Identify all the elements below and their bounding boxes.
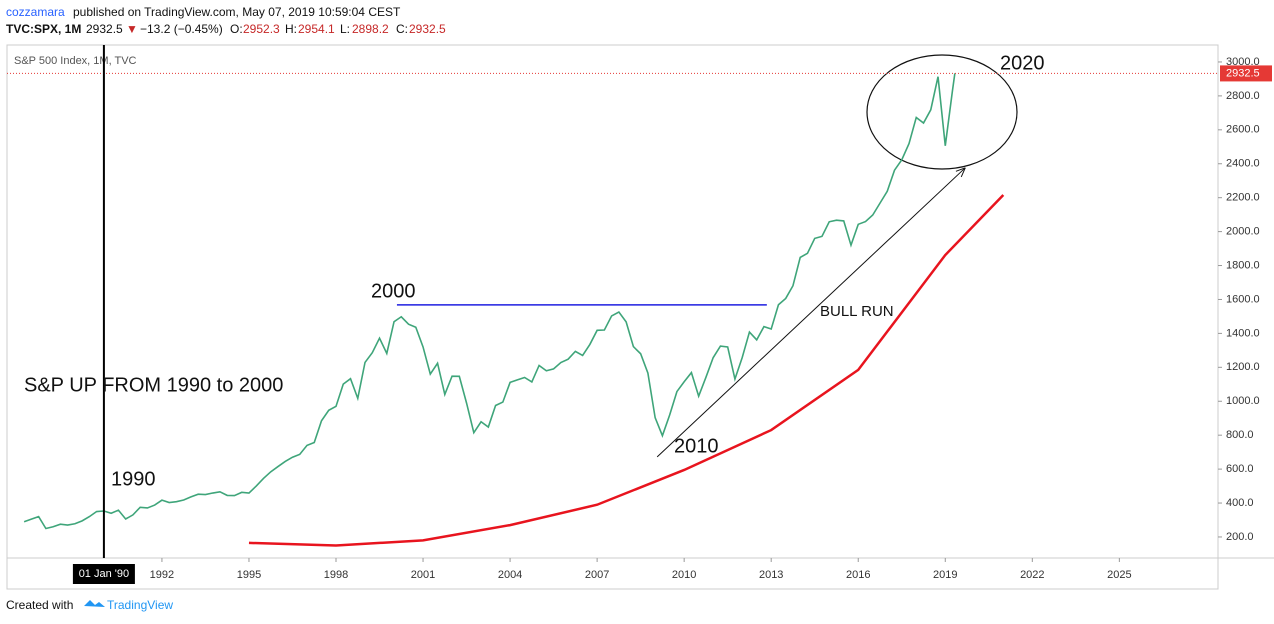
l: 2898.2 — [352, 22, 389, 36]
x-tick-label: 2004 — [498, 569, 522, 581]
footer-brand[interactable]: TradingView — [107, 598, 173, 612]
x-tick-label: 2016 — [846, 569, 870, 581]
highlight-ellipse — [866, 54, 1018, 170]
x-tick-label: 1995 — [237, 569, 261, 581]
annotation: 2020 — [1000, 52, 1045, 74]
l-label: L: — [340, 22, 350, 36]
symbol: TVC:SPX, 1M — [6, 22, 81, 36]
y-tick-label: 1800.0 — [1226, 259, 1260, 271]
legend: S&P 500 Index, 1M, TVC — [14, 55, 137, 67]
x-tick-label: 2013 — [759, 569, 783, 581]
y-tick-label: 2800.0 — [1226, 90, 1260, 102]
y-tick-label: 3000.0 — [1226, 56, 1260, 68]
y-tick-label: 1400.0 — [1226, 327, 1260, 339]
x-tick-label: 2007 — [585, 569, 609, 581]
crosshair-label-box — [72, 564, 135, 584]
x-tick-label: 2010 — [672, 569, 696, 581]
annotation: S&P UP FROM 1990 to 2000 — [24, 374, 283, 396]
x-tick-label: 2025 — [1107, 569, 1131, 581]
footer-created: Created with — [6, 598, 73, 612]
annotation: 2010 — [674, 435, 719, 457]
x-tick-label: 2019 — [933, 569, 957, 581]
annotation: 1990 — [111, 468, 156, 490]
y-tick-label: 600.0 — [1226, 463, 1254, 475]
y-tick-label: 2200.0 — [1226, 192, 1260, 204]
arrow: ▼ — [126, 22, 138, 36]
x-tick-label: 1998 — [324, 569, 348, 581]
annotation: BULL RUN — [820, 303, 894, 320]
x-tick-label: 2022 — [1020, 569, 1044, 581]
y-tick-label: 800.0 — [1226, 429, 1254, 441]
h: 2954.1 — [298, 22, 335, 36]
y-tick-label: 2600.0 — [1226, 124, 1260, 136]
y-tick-label: 1600.0 — [1226, 293, 1260, 305]
series-line — [248, 194, 1005, 547]
y-tick-label: 2400.0 — [1226, 158, 1260, 170]
author[interactable]: cozzamara — [6, 5, 65, 19]
y-tick-label: 400.0 — [1226, 497, 1254, 509]
y-tick-label: 200.0 — [1226, 531, 1254, 543]
crosshair-label: 01 Jan '90 — [79, 568, 129, 580]
arrow-head — [955, 167, 966, 178]
series-line — [23, 73, 956, 530]
h-label: H: — [285, 22, 297, 36]
last: 2932.5 — [86, 22, 123, 36]
x-tick-label: 2001 — [411, 569, 435, 581]
trend-arrow — [656, 167, 966, 458]
c: 2932.5 — [409, 22, 446, 36]
o-label: O: — [230, 22, 243, 36]
tv-logo — [84, 600, 105, 607]
y-tick-label: 1200.0 — [1226, 361, 1260, 373]
o: 2952.3 — [243, 22, 280, 36]
published: published on TradingView.com, May 07, 20… — [73, 5, 401, 19]
price-label-box — [1220, 65, 1272, 82]
x-tick-label: 1992 — [150, 569, 174, 581]
c-label: C: — [396, 22, 408, 36]
y-tick-label: 1000.0 — [1226, 395, 1260, 407]
price-label: 2932.5 — [1226, 67, 1260, 79]
change: −13.2 (−0.45%) — [140, 22, 223, 36]
y-tick-label: 2000.0 — [1226, 226, 1260, 238]
annotation: 2000 — [371, 280, 416, 302]
